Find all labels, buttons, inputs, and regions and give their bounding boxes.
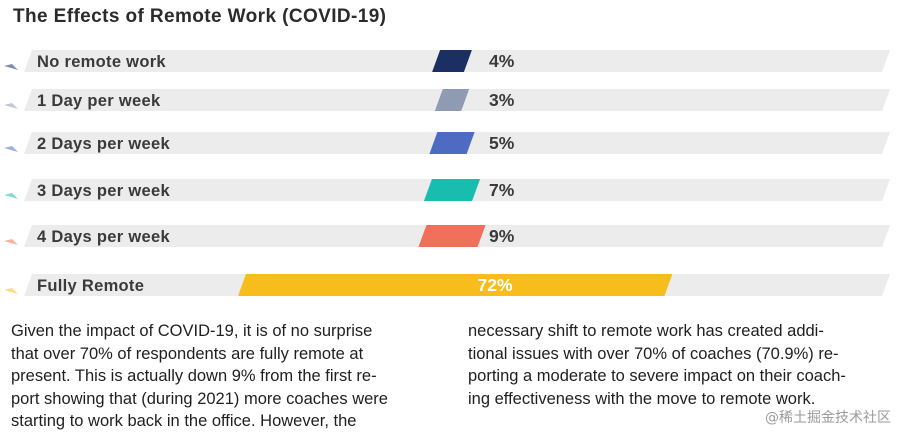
body-line: porting a moderate to severe impact on t… [468,367,846,385]
value-label: 3% [489,90,515,110]
bar [434,89,470,111]
watermark: @稀土掘金技术社区 [765,410,891,426]
row-marker [4,193,18,199]
bar-row: Fully Remote 72% [4,274,890,296]
body-line: tional issues with over 70% of coaches (… [468,344,839,363]
category-label: No remote work [37,53,166,71]
category-label: 2 Days per week [37,135,170,153]
body-line: that over 70% of respondents are fully r… [11,344,364,363]
value-label: 7% [489,180,515,200]
value-label: 4% [489,51,515,71]
category-label: Fully Remote [37,277,144,295]
row-marker [4,64,18,70]
body-line: ing effectiveness with the move to remot… [468,389,816,408]
body-line: port showing that (during 2021) more coa… [11,389,388,408]
category-label: 3 Days per week [37,182,170,200]
body-line: starting to work back in the office. How… [11,412,357,430]
row-marker [4,239,18,245]
bar [418,225,486,247]
row-marker [4,146,18,152]
row-marker [4,103,18,109]
bar [238,274,673,296]
category-label: 1 Day per week [37,92,161,110]
bar [423,179,481,201]
bar-row: 1 Day per week 3% [4,89,890,111]
row-marker [4,288,18,294]
body-line: necessary shift to remote work has creat… [468,322,824,340]
value-label: 72% [477,275,512,295]
bar-row: 2 Days per week 5% [4,132,890,154]
category-label: 4 Days per week [37,228,170,246]
chart-title: The Effects of Remote Work (COVID-19) [13,6,387,27]
body-text-column-1: Given the impact of COVID-19, it is of n… [11,320,436,433]
bar [429,132,475,154]
value-label: 5% [489,133,515,153]
bar-row: 4 Days per week 9% [4,225,890,247]
body-text-column-2: necessary shift to remote work has creat… [468,320,893,410]
bar [432,50,472,72]
value-label: 9% [489,226,515,246]
bar-row: No remote work 4% [4,50,890,72]
body-line: present. This is actually down 9% from t… [11,367,377,385]
body-line: Given the impact of COVID-19, it is of n… [11,322,373,340]
bar-row: 3 Days per week 7% [4,179,890,201]
